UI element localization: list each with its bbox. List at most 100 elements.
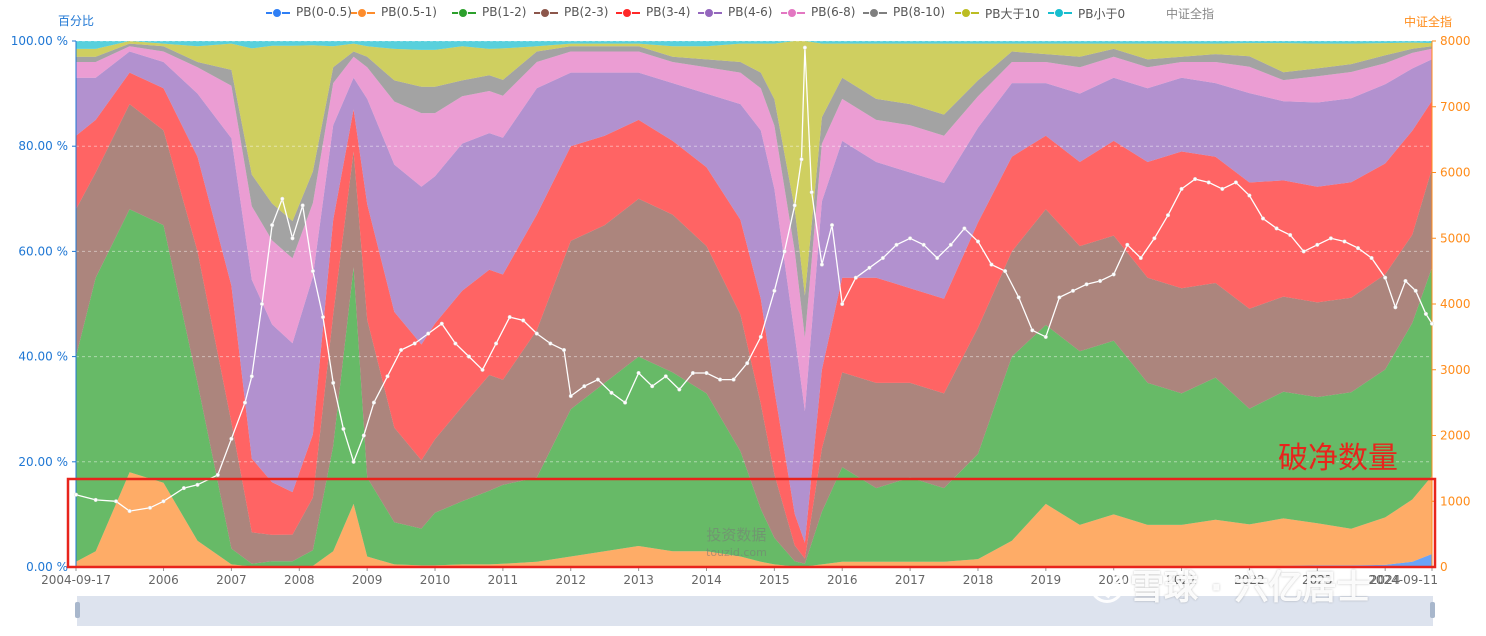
legend-line-icon [534,8,558,18]
x-tick-label: 2007 [216,573,247,587]
index-point [772,288,777,293]
index-point [880,255,885,261]
right-tick-label: 5000 [1440,231,1471,245]
index-point [1301,249,1306,254]
x-tick-label: 2016 [827,573,858,587]
legend-label: PB小于0 [1078,7,1126,21]
index-point [310,269,315,274]
index-point [195,482,200,487]
index-point [1003,269,1008,274]
index-point [975,239,981,244]
index-point [521,318,526,323]
index-point [494,341,499,346]
index-point [300,203,305,208]
index-point [320,315,326,320]
area-series-2 [76,209,1432,567]
index-point [1315,242,1320,247]
legend-dot-icon [961,8,971,18]
x-tick-label: 2018 [963,573,994,587]
x-tick-label: 2015 [759,573,790,587]
x-tick-label: 2023 [1302,573,1333,587]
index-point [280,196,285,201]
index-point [704,370,709,376]
right-axis-name: 中证全指 [1404,15,1453,29]
x-tick-label: 2004-09-17 [41,573,111,587]
index-point [935,255,940,261]
annotation-text: 破净数量 [1278,441,1398,476]
index-point [270,223,275,228]
index-point [799,157,804,162]
slider-left-handle[interactable] [75,596,80,626]
index-point [595,377,600,382]
index-point [290,236,295,241]
x-tick-label: 2008 [284,573,315,587]
index-point [1043,334,1048,339]
index-point [93,497,98,502]
index-point [1342,239,1347,244]
x-tick-label: 2010 [420,573,451,587]
legend-label: PB(6-8) [811,5,856,19]
legend-line-icon [351,8,375,18]
slider-right-handle[interactable] [1430,596,1435,626]
index-point [1328,236,1333,241]
legend-dot-icon [458,8,468,18]
right-tick-label: 8000 [1440,34,1471,48]
index-point [650,384,655,389]
center-watermark: 投资数据 touzid.com [706,524,767,559]
left-tick-label: 20.00 % [18,455,68,469]
index-point [1369,255,1374,261]
index-point [385,374,390,379]
right-tick-label: 2000 [1440,429,1471,443]
index-point [426,331,431,336]
index-point [745,361,750,366]
x-tick-label: 2009 [352,573,383,587]
left-tick-label: 60.00 % [18,244,68,258]
index-point [1016,295,1021,300]
index-point [242,400,248,405]
index-point [718,377,723,382]
center-watermark-url: touzid.com [706,546,767,559]
legend-dot-icon [787,8,797,18]
index-point [1057,295,1062,300]
index-point [507,315,512,320]
index-point [948,242,953,247]
brand-watermark-text: 雪球 · 六亿居士 [1130,568,1371,608]
index-point [1138,255,1143,261]
area-series-5 [76,51,1432,543]
index-point [1274,226,1279,231]
legend-dot-icon [1054,8,1064,18]
index-point [1260,216,1266,221]
index-point [371,400,376,405]
legend-dot-icon [622,8,632,18]
left-axis-name: 百分比 [58,14,95,28]
index-point [1070,288,1076,293]
left-tick-label: 0.00 % [26,560,68,574]
index-point [1220,186,1225,191]
area-series-1 [76,472,1432,567]
index-point [341,426,346,431]
index-point [782,249,787,254]
x-tick-label: 2012 [555,573,586,587]
index-point [1152,236,1157,241]
x-tick-label: 2019 [1031,573,1062,587]
legend-line-icon [452,8,476,18]
index-point [534,331,539,336]
center-watermark-title: 投资数据 [706,526,767,544]
index-point [853,275,858,280]
legend-dot-icon [357,8,367,18]
index-point [249,374,254,379]
legend-line-icon [698,8,722,18]
area-series-7 [76,43,1432,338]
index-point [1423,311,1428,316]
area-series-6 [76,46,1432,412]
legend-label: PB(0-0.5) [296,5,352,19]
x-tick-label: 2024 [1370,573,1401,587]
index-point [636,370,641,376]
x-tick-label: 2024-09-11 [1368,573,1438,587]
left-tick-label: 40.00 % [18,350,68,364]
x-tick-label: 2006 [148,573,179,587]
zoom-slider[interactable] [75,596,1435,626]
legend-line-icon [266,8,290,18]
index-point [582,384,587,389]
